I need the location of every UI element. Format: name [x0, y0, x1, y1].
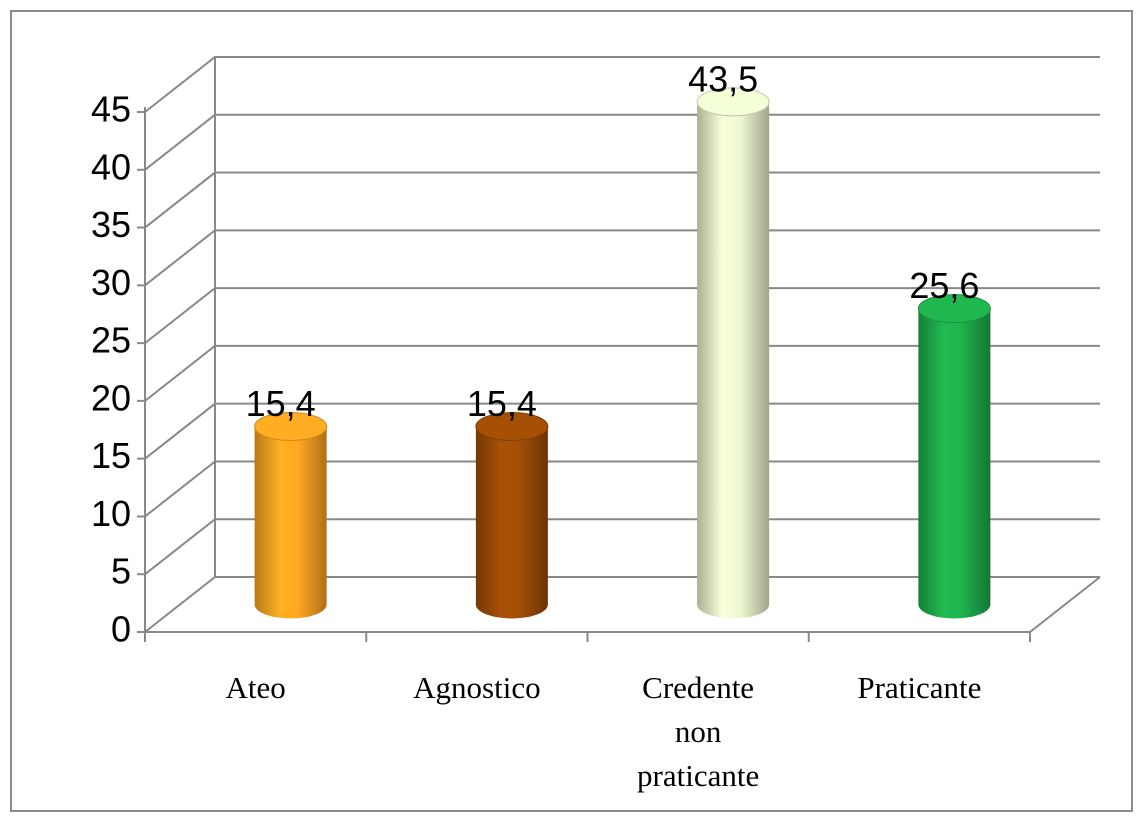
- grid-line: [144, 287, 1100, 344]
- data-label: 25,6: [909, 265, 979, 306]
- grid-line: [144, 229, 1100, 287]
- bar-top: [696, 87, 770, 117]
- data-label: 43,5: [688, 58, 758, 99]
- y-tick-label: 40: [91, 146, 131, 187]
- grid-line: [144, 56, 1100, 113]
- y-tick-label: 15: [91, 435, 131, 476]
- y-tick-label: 0: [111, 609, 131, 650]
- bar-top: [475, 412, 549, 442]
- bar: [917, 294, 991, 619]
- bar: [475, 412, 549, 619]
- bar-body: [918, 308, 991, 619]
- data-label: 15,4: [467, 383, 537, 424]
- y-tick-label: 30: [91, 262, 131, 303]
- x-tick-label: Credente non praticante: [637, 670, 760, 793]
- grid-line: [144, 518, 1100, 576]
- bar-top: [254, 412, 328, 442]
- grid-line: [144, 576, 1100, 633]
- x-tick-label: Agnostico: [413, 670, 541, 705]
- grid-line: [144, 171, 1100, 229]
- bar-body: [254, 426, 327, 619]
- bar-body: [475, 426, 548, 619]
- y-tick-label: 20: [91, 377, 131, 418]
- bar-top: [917, 294, 991, 324]
- y-tick-label: 25: [91, 320, 131, 361]
- y-tick-label: 5: [111, 551, 131, 592]
- data-label: 15,4: [246, 383, 316, 424]
- y-tick-label: 10: [91, 493, 131, 534]
- grid-line: [144, 402, 1100, 460]
- bar: [254, 412, 328, 619]
- x-tick-label: Ateo: [225, 670, 286, 705]
- x-tick-label: Praticante: [857, 670, 982, 705]
- grid-line: [144, 113, 1100, 171]
- y-tick-label: 45: [91, 89, 131, 130]
- bar: [696, 87, 770, 619]
- y-tick-label: 35: [91, 204, 131, 245]
- grid-line: [144, 460, 1100, 518]
- grid-line: [144, 344, 1100, 402]
- bar-body: [697, 101, 770, 619]
